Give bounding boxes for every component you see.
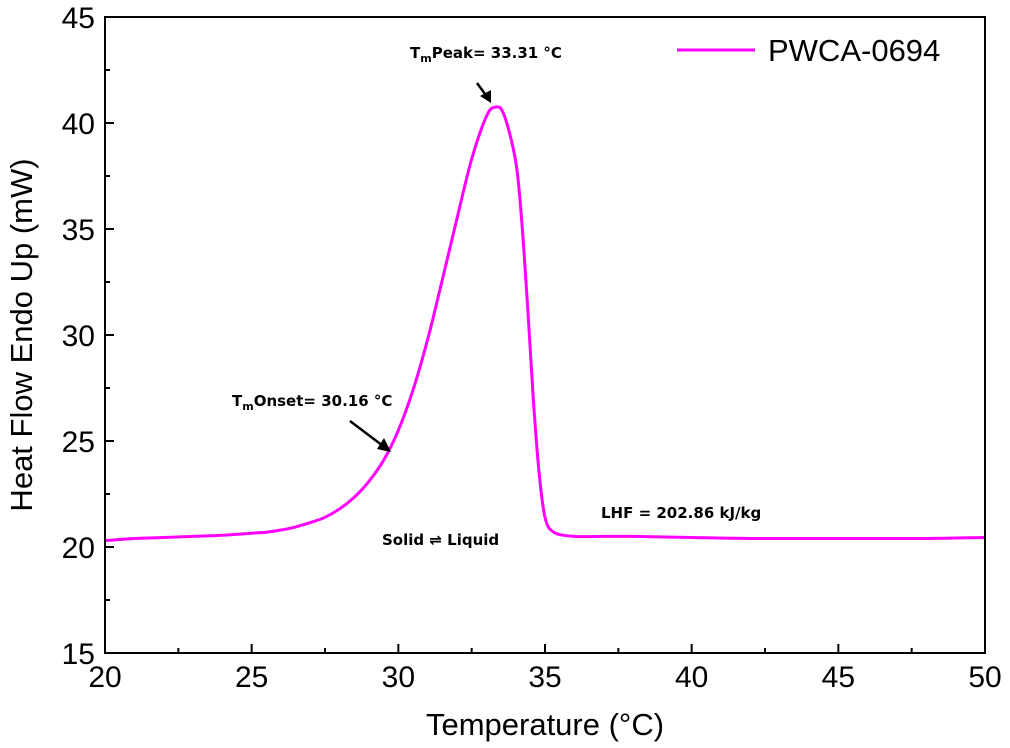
y-tick-label: 20	[62, 532, 95, 565]
x-tick-label: 45	[822, 661, 855, 694]
plot-frame	[104, 16, 986, 654]
y-tick-label: 40	[62, 108, 95, 141]
x-tick-label: 50	[968, 661, 1001, 694]
y-tick-label: 45	[62, 2, 95, 35]
onset-arrow	[349, 420, 391, 452]
x-tick-label: 25	[235, 661, 268, 694]
legend: PWCA-0694	[677, 33, 940, 68]
y-tick-label: 25	[62, 426, 95, 459]
y-tick-label: 35	[62, 214, 95, 247]
axis-ticks	[104, 16, 986, 654]
series-line-pwca-0694	[104, 105, 986, 543]
onset-annotation: TmOnset= 30.16 °C	[232, 392, 392, 413]
x-axis-title: Temperature (°C)	[426, 707, 664, 742]
peak-annotation: TmPeak= 33.31 °C	[410, 44, 562, 65]
x-tick-label: 40	[675, 661, 708, 694]
y-tick-label: 30	[62, 320, 95, 353]
x-tick-label: 35	[528, 661, 561, 694]
x-tick-label: 20	[88, 661, 121, 694]
y-tick-label: 15	[62, 638, 95, 671]
y-axis-title: Heat Flow Endo Up (mW)	[4, 158, 39, 511]
legend-label: PWCA-0694	[768, 33, 940, 68]
peak-arrow	[475, 82, 491, 103]
lhf-annotation: LHF = 202.86 kJ/kg	[601, 504, 761, 522]
transition-annotation: Solid ⇌ Liquid	[382, 531, 499, 549]
x-tick-label: 30	[382, 661, 415, 694]
